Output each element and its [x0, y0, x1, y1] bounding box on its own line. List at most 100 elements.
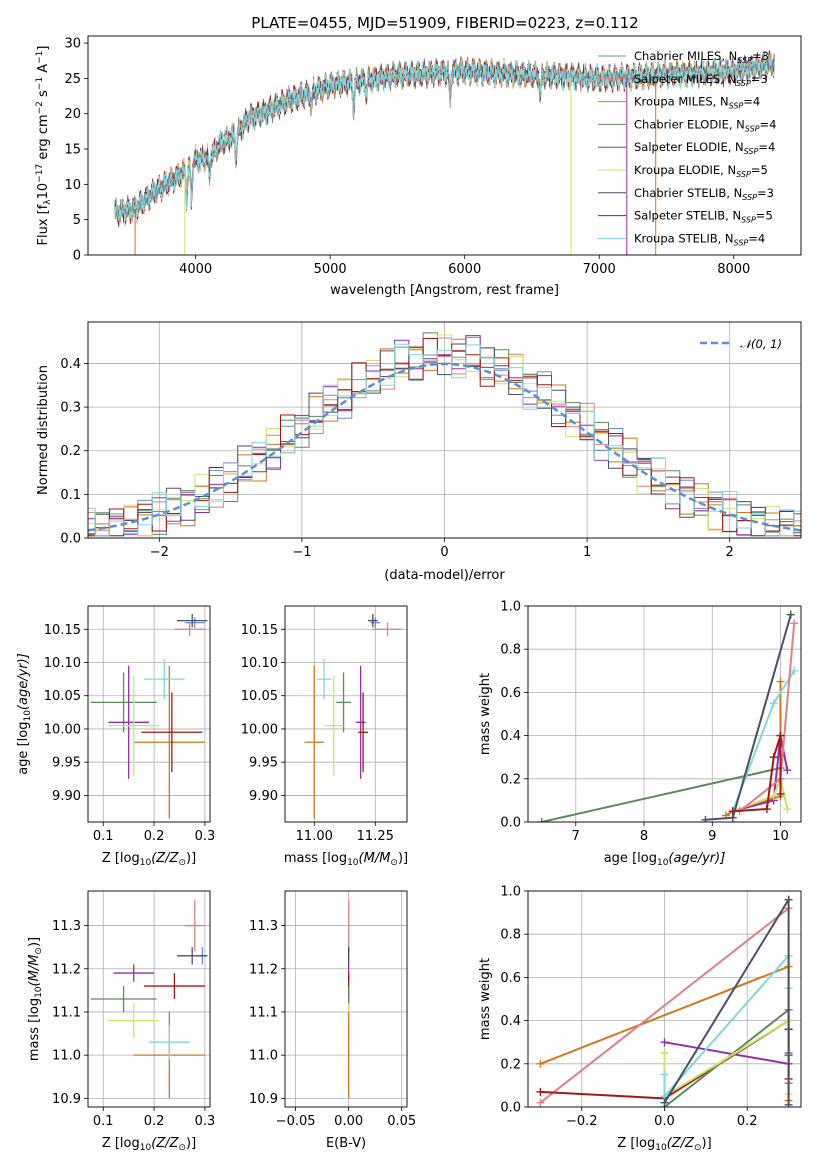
y-tick-label: 10.00 — [241, 722, 278, 737]
residuals-panel: −2 −1 0 1 2 0.0 0.1 0.2 0.3 0.4 𝒩(0, 1) (data-model… — [36, 321, 802, 583]
y-tick-label: 9.95 — [249, 756, 278, 771]
spectrum-panel: 4000 5000 6000 7000 8000 0 5 10 15 20 25 30 waveleng… — [35, 35, 802, 298]
y-tick-label: 15 — [64, 143, 81, 158]
x-tick-label: 11.00 — [296, 829, 333, 844]
y-tick-label: 10 — [64, 178, 81, 193]
legend-ssp-subscript: SSP — [745, 124, 760, 133]
legend-ssp-count: 3 — [762, 49, 769, 63]
histogram-salpeter-stelib — [88, 338, 801, 537]
legend-ssp-subscript: SSP — [736, 79, 751, 88]
y-axis-label-part: )] — [27, 937, 42, 947]
x-tick-label: 4000 — [179, 262, 212, 277]
age-vs-mass-panel: 11.00 11.25 9.90 9.95 10.00 10.05 10.10 10.15 ma… — [241, 605, 408, 868]
x-axis-label-part: ⊙ — [390, 858, 398, 868]
x-axis-label-part: 10 — [347, 858, 359, 868]
y-tick-label: 11.1 — [249, 1005, 278, 1020]
x-tick-label: 0.2 — [144, 829, 165, 844]
y-tick-label: 9.95 — [52, 756, 81, 771]
legend-ssp-equals: = — [751, 163, 761, 177]
y-axis-label-part: −17 — [35, 164, 45, 183]
legend-label: Kroupa MILES — [634, 95, 713, 109]
x-tick-label: 0 — [440, 545, 448, 560]
plot-area — [114, 50, 775, 255]
y-axis-label-part: −1 — [35, 51, 45, 64]
weight-marker-chabrier-stelib — [701, 815, 710, 822]
figure-title: PLATE=0455, MJD=51909, FIBERID=0223, z=0… — [251, 14, 638, 32]
weight-marker-salpeter-miles — [790, 619, 799, 628]
legend-ssp-subscript: SSP — [734, 238, 749, 247]
legend-ssp-subscript: SSP — [737, 56, 752, 65]
legend-label: Salpeter STELIB — [634, 209, 725, 223]
x-tick-label: 0.2 — [737, 1114, 758, 1129]
legend-entry: Kroupa MILES, NSSP=4 — [634, 95, 760, 111]
y-axis-label: Flux [fλ10−17 erg cm−2 s−1 A−1] — [35, 46, 53, 246]
x-axis-label-part: (M/M — [359, 851, 391, 866]
y-tick-label: 11.2 — [249, 962, 278, 977]
x-axis-label-part: ⊙ — [178, 858, 186, 868]
legend-ssp-count: 5 — [760, 163, 767, 177]
legend-label: Salpeter MILES — [634, 72, 720, 86]
y-tick-label: 0.4 — [500, 729, 521, 744]
legend-ssp-label: , N — [720, 72, 736, 86]
x-axis-label: Z [log10(Z/Z⊙)] — [102, 851, 196, 868]
y-axis-label: mass [log10(M/M⊙)] — [27, 937, 44, 1061]
legend-ssp-label: , N — [721, 49, 737, 63]
legend-entry: Salpeter MILES, NSSP=3 — [634, 72, 768, 88]
weight-line-kroupa-elodie — [663, 1018, 790, 1098]
axes-frame — [527, 890, 802, 1108]
weight-marker-kroupa-elodie — [783, 805, 792, 814]
weight-line-chabrier-elodie — [541, 767, 781, 822]
x-tick-label: 11.25 — [357, 829, 394, 844]
legend-ssp-count: 4 — [768, 140, 775, 154]
weight-line-kroupa-stelib — [663, 953, 790, 1099]
y-tick-label: 0.0 — [60, 532, 81, 547]
x-axis-label-part: (Z/Z — [151, 1136, 179, 1151]
x-axis-label-part: (age/yr)] — [668, 851, 725, 866]
plot-area — [537, 610, 799, 822]
y-tick-label: 0.1 — [60, 488, 81, 503]
x-tick-label: 8000 — [717, 262, 750, 277]
legend-label: 𝒩(0, 1) — [740, 337, 782, 351]
y-axis-label-part: mass [log — [27, 998, 42, 1061]
y-axis-label-part: (age/yr)] — [16, 653, 31, 710]
y-tick-label: 0.8 — [500, 643, 521, 658]
y-tick-label: 0.8 — [500, 928, 521, 943]
y-axis-label: mass weight — [478, 673, 493, 755]
axes-frame — [284, 605, 408, 823]
x-axis-label: wavelength [Angstrom, rest frame] — [330, 283, 559, 298]
x-tick-label: 0.2 — [144, 1114, 165, 1129]
x-axis-label: mass [log10(M/M⊙)] — [284, 851, 408, 868]
weight-marker-kroupa-stelib — [660, 1070, 669, 1079]
legend-ssp-count: 5 — [765, 209, 772, 223]
axes-frame — [87, 321, 802, 539]
x-tick-label: 9 — [708, 829, 716, 844]
legend-ssp-label: , N — [713, 95, 729, 109]
weight-line-salpeter-elodie — [732, 735, 789, 813]
legend-ssp-equals: = — [757, 186, 767, 200]
y-tick-label: 10.10 — [44, 656, 81, 671]
y-tick-label: 9.90 — [249, 789, 278, 804]
legend-ssp-subscript: SSP — [729, 102, 744, 111]
legend-entry: Chabrier ELODIE, NSSP=4 — [634, 117, 776, 133]
y-axis-label: Normed distribution — [36, 365, 51, 495]
legend-ssp-label: , N — [725, 209, 741, 223]
legend-ssp-equals: = — [748, 231, 758, 245]
y-tick-label: 11.3 — [249, 919, 278, 934]
legend-entry: Chabrier STELIB, NSSP=3 — [634, 186, 774, 202]
x-tick-label: 0.00 — [334, 1114, 363, 1129]
weight-marker-kroupa-elodie — [660, 1049, 669, 1057]
legend-ssp-label: , N — [720, 163, 736, 177]
plot-area — [88, 332, 801, 537]
y-tick-label: 0.0 — [500, 816, 521, 831]
x-tick-label: 5000 — [314, 262, 347, 277]
y-tick-label: 10.05 — [44, 689, 81, 704]
y-axis-label-part: −1 — [35, 77, 45, 90]
y-axis-label-part: 10 — [36, 183, 51, 200]
y-tick-label: 1.0 — [500, 885, 521, 900]
weight-marker-salpeter-stelib — [776, 731, 785, 740]
x-axis-label-part: 10 — [657, 858, 669, 868]
legend-entry: Salpeter STELIB, NSSP=5 — [634, 209, 773, 225]
y-tick-label: 0 — [73, 249, 81, 264]
